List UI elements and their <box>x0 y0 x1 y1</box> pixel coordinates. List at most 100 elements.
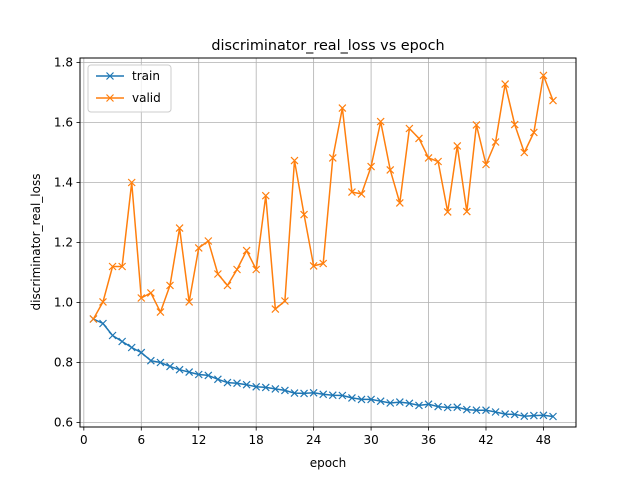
data-point-valid <box>338 104 347 113</box>
data-point-train <box>520 412 529 421</box>
y-tick-label: 0.6 <box>54 416 73 430</box>
data-point-train <box>434 402 443 411</box>
y-tick-label: 1.4 <box>54 176 73 190</box>
data-point-valid <box>108 262 117 271</box>
x-tick-label: 18 <box>249 433 264 447</box>
data-point-train <box>357 395 366 404</box>
data-point-train <box>501 410 510 419</box>
y-tick-label: 1.0 <box>54 296 73 310</box>
x-tick-label: 30 <box>363 433 378 447</box>
data-point-valid <box>99 297 107 306</box>
data-point-train <box>510 410 519 419</box>
data-point-train <box>290 389 299 398</box>
data-point-valid <box>415 134 423 143</box>
data-point-train <box>367 395 376 404</box>
data-point-train <box>242 380 251 389</box>
data-point-valid <box>443 207 452 216</box>
x-tick-label: 0 <box>80 433 88 447</box>
data-point-valid <box>185 297 194 306</box>
data-point-valid <box>127 178 136 187</box>
grid-lines <box>80 58 576 427</box>
data-point-train <box>472 406 481 415</box>
data-point-train <box>415 401 423 410</box>
data-point-valid <box>280 297 289 305</box>
data-point-valid <box>213 270 222 278</box>
data-point-valid <box>453 141 462 150</box>
series-valid <box>89 71 557 323</box>
data-point-train <box>386 399 395 407</box>
data-point-valid <box>491 138 500 146</box>
data-point-train <box>99 319 107 328</box>
data-point-train <box>137 348 146 357</box>
data-point-valid <box>472 120 481 129</box>
data-point-valid <box>271 305 280 314</box>
legend-marker-train <box>106 72 114 80</box>
data-point-train <box>213 375 222 384</box>
data-point-valid <box>367 162 376 171</box>
x-tick-label: 6 <box>137 433 145 447</box>
data-point-valid <box>395 198 404 207</box>
y-axis-label: discriminator_real_loss <box>29 174 43 311</box>
data-point-train <box>405 399 414 408</box>
data-point-valid <box>520 148 529 157</box>
data-point-train <box>194 370 203 379</box>
x-tick-label: 36 <box>421 433 436 447</box>
data-point-valid <box>175 224 184 233</box>
data-point-train <box>271 384 280 393</box>
data-point-valid <box>309 261 318 270</box>
data-point-valid <box>405 124 414 133</box>
data-point-train <box>175 365 184 374</box>
data-point-train <box>549 412 557 421</box>
data-point-train <box>319 390 328 399</box>
data-point-valid <box>242 246 251 255</box>
data-point-valid <box>204 237 213 245</box>
x-tick-label: 12 <box>191 433 206 447</box>
data-point-train <box>146 356 155 365</box>
x-tick-label: 48 <box>536 433 551 447</box>
data-point-train <box>443 403 452 412</box>
data-point-valid <box>233 265 241 274</box>
x-axis-label: epoch <box>310 456 347 470</box>
data-point-train <box>348 393 356 402</box>
legend-label-valid: valid <box>132 91 161 105</box>
data-point-valid <box>549 96 557 105</box>
data-point-train <box>462 405 471 414</box>
x-tick-label: 24 <box>306 433 321 447</box>
data-point-train <box>539 411 548 420</box>
data-point-valid <box>319 259 328 268</box>
data-point-train <box>529 411 538 420</box>
x-axis: 0 6 12 18 24 30 36 42 48 <box>80 427 551 447</box>
data-point-valid <box>348 188 356 197</box>
data-point-valid <box>89 315 98 323</box>
data-point-train <box>300 389 308 398</box>
y-tick-label: 1.8 <box>54 56 73 70</box>
data-point-valid <box>434 157 443 166</box>
data-point-train <box>328 391 337 400</box>
data-point-valid <box>252 265 261 274</box>
data-point-valid <box>376 117 385 126</box>
y-tick-label: 1.2 <box>54 236 73 250</box>
data-point-train <box>453 403 462 412</box>
data-point-valid <box>290 156 299 165</box>
data-point-valid <box>328 153 337 162</box>
data-point-valid <box>118 262 127 271</box>
data-point-valid <box>539 71 548 80</box>
data-point-valid <box>166 281 174 290</box>
data-point-valid <box>194 243 203 252</box>
data-point-train <box>108 331 117 340</box>
data-point-valid <box>357 189 366 198</box>
data-point-train <box>395 398 404 407</box>
data-point-train <box>424 400 433 409</box>
data-point-train <box>338 391 347 400</box>
series-layer <box>89 71 557 421</box>
data-point-train <box>280 386 289 395</box>
legend-marker-valid <box>106 94 114 102</box>
data-point-valid <box>424 153 433 162</box>
data-point-valid <box>482 160 490 169</box>
data-point-valid <box>462 207 471 216</box>
data-point-valid <box>137 294 146 302</box>
data-point-valid <box>510 120 519 129</box>
data-point-train <box>309 388 318 397</box>
data-point-train <box>233 379 241 388</box>
